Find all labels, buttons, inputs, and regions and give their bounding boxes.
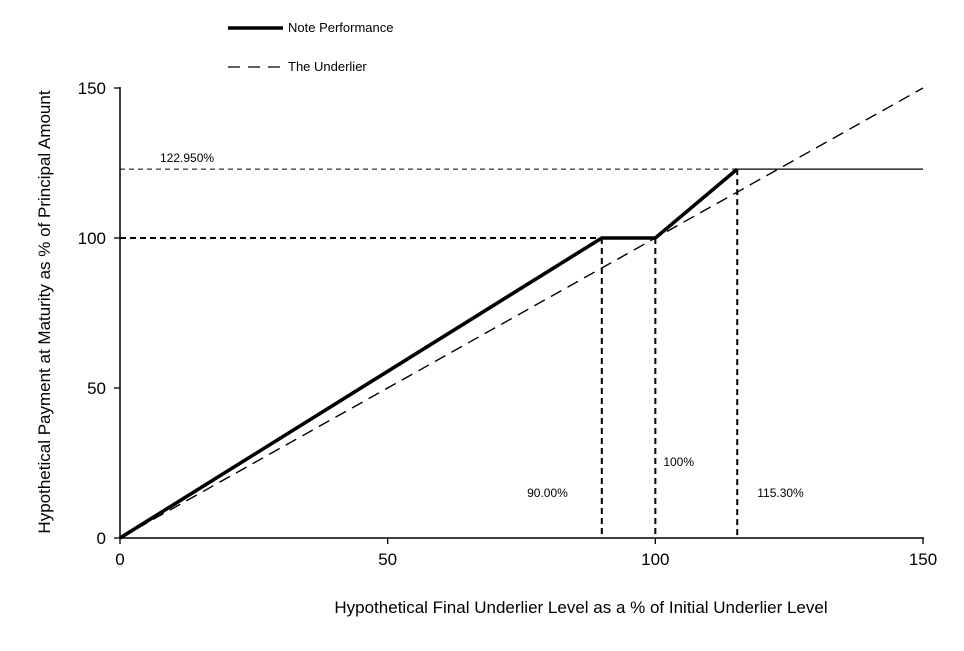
axes (119, 87, 924, 539)
series-layer (119, 87, 924, 540)
annotation-label: 115.30% (757, 486, 804, 500)
series-line-note-performance (119, 167, 739, 540)
series-line-the-underlier (119, 87, 924, 539)
y-tick-label: 150 (78, 79, 106, 98)
x-axis-title: Hypothetical Final Underlier Level as a … (334, 598, 827, 617)
reference-lines (120, 168, 923, 538)
x-tick-label: 150 (909, 550, 937, 569)
x-tick-label: 50 (378, 550, 397, 569)
tick-layer: 0 50 100 150 0 50 100 150 (78, 79, 938, 569)
y-tick-label: 0 (97, 529, 106, 548)
annotation-label: 100% (663, 455, 694, 469)
annotation-label: 90.00% (527, 486, 568, 500)
legend-label-note-performance: Note Performance (288, 20, 394, 35)
y-axis-title: Hypothetical Payment at Maturity as % of… (35, 90, 54, 533)
y-tick-label: 100 (78, 229, 106, 248)
legend-label-the-underlier: The Underlier (288, 59, 367, 74)
annotation-label: 122.950% (160, 151, 214, 165)
annotation-layer: 122.950% 90.00% 100% 115.30% (160, 151, 804, 500)
y-tick-label: 50 (87, 379, 106, 398)
x-tick-label: 0 (115, 550, 124, 569)
legend: Note Performance The Underlier (228, 20, 394, 74)
x-tick-label: 100 (641, 550, 669, 569)
